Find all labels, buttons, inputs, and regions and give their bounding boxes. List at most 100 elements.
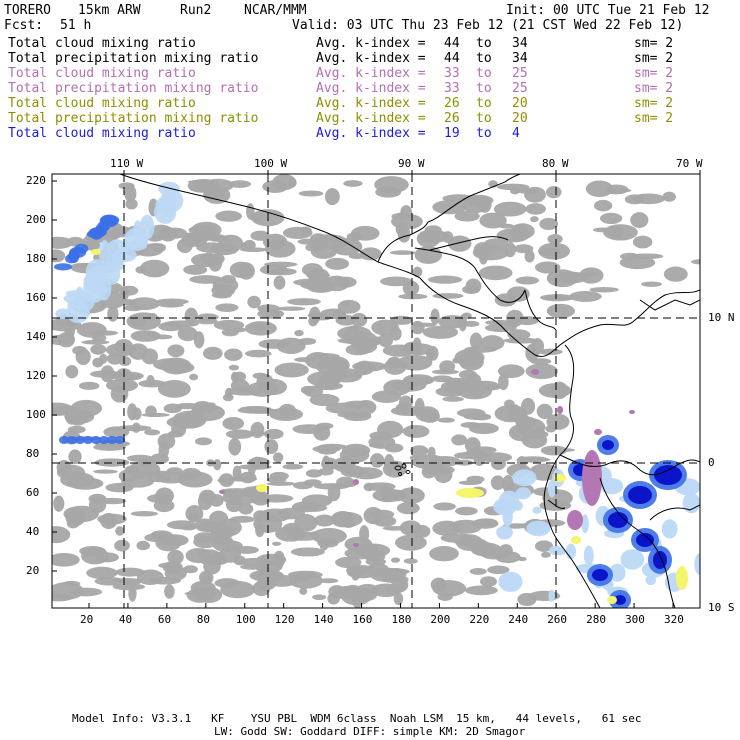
cloud-gray-patch — [118, 356, 132, 367]
longitude-label: 90 W — [398, 157, 425, 170]
y-tick-label: 160 — [26, 291, 46, 304]
cloud-gray-patch — [464, 585, 498, 596]
cloud-gray-patch — [346, 232, 364, 242]
cloud-gray-patch — [238, 503, 254, 515]
cloud-gray-patch — [120, 285, 139, 296]
cloud-gray-patch — [190, 580, 216, 595]
legend-kindex-from: 44 — [444, 51, 460, 66]
cloud-gray-patch — [76, 322, 107, 338]
cloud-gray-patch — [430, 308, 440, 325]
cloud-light-blue-patch — [565, 543, 576, 560]
cloud-gray-patch — [472, 245, 509, 261]
cloud-gray-patch — [335, 556, 362, 569]
precip-purple-patch — [353, 543, 359, 547]
axis-ticks — [52, 170, 701, 608]
cloud-gray-patch — [222, 416, 245, 431]
x-tick-label: 240 — [508, 613, 529, 626]
cloud-gray-patch — [542, 295, 577, 301]
legend-to-word: to — [476, 111, 492, 126]
latitude-label: 10 S — [708, 601, 735, 614]
cloud-gray-patch — [264, 439, 279, 454]
cloud-gray-patch — [427, 446, 436, 458]
cloud-gray-patch — [369, 336, 383, 346]
cloud-gray-patch — [332, 308, 347, 321]
cloud-gray-patch — [189, 373, 199, 381]
legend-kindex-label: Avg. k-index = — [316, 126, 426, 141]
cloud-gray-patch — [270, 310, 280, 317]
cloud-gray-patch — [213, 540, 243, 553]
cloud-gray-patch — [53, 495, 65, 512]
cloud-gray-patch — [297, 238, 318, 245]
cloud-gray-patch — [177, 326, 198, 342]
cloud-gray-patch — [464, 194, 494, 206]
cloud-gray-patch — [308, 306, 321, 325]
cloud-gray-patch — [282, 522, 303, 535]
cloud-gray-patch — [310, 274, 332, 292]
cloud-gray-patch — [414, 397, 425, 416]
cloud-gray-patch — [230, 371, 240, 383]
cloud-gray-patch — [158, 441, 170, 459]
cloud-gray-patch — [66, 518, 80, 529]
cloud-gray-patch — [203, 346, 223, 360]
cloud-gray-patch — [432, 580, 467, 597]
x-tick-label: 40 — [118, 613, 133, 626]
cloud-gray-patch — [403, 341, 423, 353]
cloud-light-blue-patch — [661, 519, 678, 539]
cloud-gray-patch — [182, 565, 198, 574]
cloud-gray-patch — [421, 465, 437, 479]
legend-to-word: to — [476, 51, 492, 66]
cloud-gray-patch — [469, 567, 487, 575]
cloud-gray-patch — [52, 526, 71, 544]
cloud-gray-patch — [237, 262, 255, 280]
cloud-gray-patch — [292, 481, 314, 490]
y-tick-label: 40 — [26, 525, 40, 538]
longitude-label: 100 W — [254, 157, 288, 170]
cloud-gray-patch — [585, 180, 614, 197]
cloud-gray-patch — [420, 409, 440, 423]
cloud-gray-patch — [115, 526, 125, 536]
header-valid: Valid: 03 UTC Thu 23 Feb 12 (21 CST Wed … — [292, 18, 684, 33]
cloud-gray-patch — [545, 425, 557, 433]
cloud-gray-patch — [516, 456, 549, 463]
cloud-gray-patch — [309, 393, 340, 407]
cloud-dark-blue-core — [602, 440, 614, 450]
cloud-gray-patch — [383, 454, 395, 472]
legend-smoothing: sm= 2 — [634, 111, 674, 126]
precip-purple-patch — [353, 479, 359, 485]
precip-yellow-patch — [571, 536, 581, 544]
cloud-gray-patch — [124, 184, 137, 203]
cloud-blue-patch — [68, 249, 80, 264]
cloud-gray-patch — [370, 453, 385, 468]
cloud-blue-patch — [115, 436, 125, 444]
cloud-light-blue-patch — [583, 545, 594, 566]
cloud-gray-patch — [440, 379, 476, 394]
cloud-gray-patch — [341, 300, 351, 308]
cloud-gray-patch — [212, 277, 239, 293]
precip-yellow-patch — [554, 474, 566, 482]
cloud-blue-patch — [53, 263, 73, 271]
cloud-gray-patch — [312, 353, 340, 360]
cloud-gray-patch — [504, 399, 515, 409]
cloud-gray-patch — [313, 424, 331, 441]
cloud-gray-patch — [157, 380, 191, 398]
cloud-gray-patch — [277, 507, 305, 520]
cloud-gray-patch — [191, 221, 222, 239]
cloud-gray-patch — [313, 483, 350, 490]
header-fcst-label: Fcst: — [4, 18, 44, 33]
cloud-gray-patch — [337, 411, 372, 419]
legend-kindex-label: Avg. k-index = — [316, 36, 426, 51]
cloud-gray-patch — [111, 578, 144, 583]
cloud-gray-patch — [499, 544, 513, 557]
cloud-gray-patch — [465, 278, 482, 294]
cloud-gray-patch — [255, 523, 265, 538]
cloud-gray-patch — [472, 413, 492, 421]
cloud-gray-patch — [348, 253, 365, 260]
cloud-gray-patch — [434, 466, 453, 484]
cloud-gray-patch — [479, 212, 507, 229]
cloud-gray-patch — [503, 337, 539, 344]
cloud-gray-patch — [469, 332, 483, 350]
cloud-gray-patch — [462, 320, 480, 327]
legend-kindex-from: 33 — [444, 66, 460, 81]
cloud-gray-patch — [416, 229, 441, 248]
cloud-gray-patch — [141, 412, 170, 418]
